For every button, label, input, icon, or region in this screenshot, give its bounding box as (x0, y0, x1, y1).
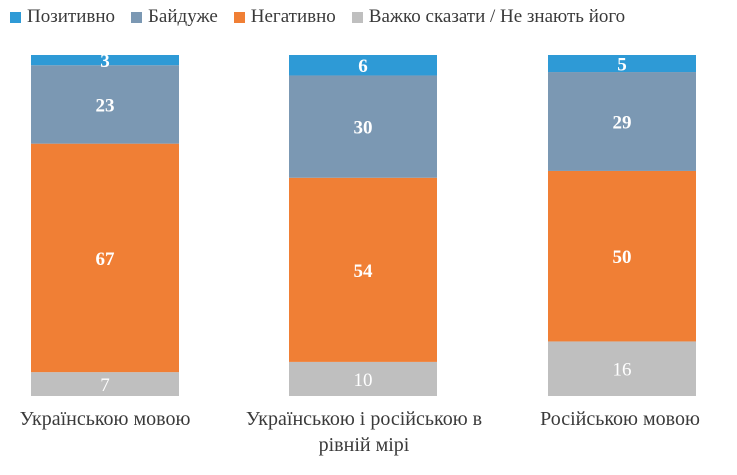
legend-item-hard-to-say: Важко сказати / Не знають його (351, 6, 626, 28)
legend-item-negative: Негативно (233, 6, 336, 28)
legend-item-indifferent: Байдуже (131, 6, 218, 28)
legend-swatch-negative (233, 11, 245, 23)
bar-segment-indifferent-2 (289, 75, 437, 178)
data-label-indifferent-3: 29 (613, 112, 632, 133)
legend-label-negative: Негативно (250, 6, 336, 27)
bar-segment-positive-2 (289, 55, 437, 76)
data-label-positive-3: 5 (617, 55, 627, 76)
legend-label-indifferent: Байдуже (148, 6, 218, 27)
category-label-ukrainian: Українською мовою (19, 408, 191, 430)
legend-swatch-indifferent (131, 11, 143, 23)
data-label-hard-to-say-1: 7 (100, 375, 110, 396)
legend: Позитивно Байдуже Негативно Важко сказат… (10, 6, 625, 28)
bar-segment-indifferent-1 (31, 65, 179, 144)
data-label-indifferent-1: 23 (96, 95, 115, 116)
bar-segment-negative-1 (31, 143, 179, 373)
legend-swatch-hard-to-say (351, 11, 363, 23)
data-label-hard-to-say-3: 16 (613, 360, 632, 381)
data-label-positive-1: 3 (100, 51, 110, 72)
legend-label-positive: Позитивно (27, 6, 116, 27)
data-label-negative-1: 67 (96, 249, 116, 270)
category-label-both: Українською і російською в рівній мірі (245, 408, 483, 456)
bar-segment-positive-3 (548, 55, 696, 73)
data-label-positive-2: 6 (358, 56, 368, 77)
bar-segment-negative-2 (289, 177, 437, 362)
data-label-indifferent-2: 30 (354, 118, 373, 139)
bar-segment-hard-to-say-2 (289, 361, 437, 396)
bar-segment-indifferent-3 (548, 72, 696, 171)
legend-label-hard-to-say: Важко сказати / Не знають його (368, 6, 626, 27)
bar-segment-positive-1 (31, 55, 179, 66)
category-label-russian: Російською мовою (540, 408, 700, 430)
bar-segment-negative-3 (548, 170, 696, 342)
legend-swatch-positive (10, 11, 21, 23)
legend-item-positive: Позитивно (10, 6, 115, 28)
data-label-negative-2: 54 (354, 261, 374, 282)
bar-segment-hard-to-say-1 (31, 372, 179, 396)
bar-segment-hard-to-say-3 (548, 341, 696, 396)
data-label-negative-3: 50 (613, 247, 632, 268)
data-label-hard-to-say-2: 10 (354, 370, 373, 391)
